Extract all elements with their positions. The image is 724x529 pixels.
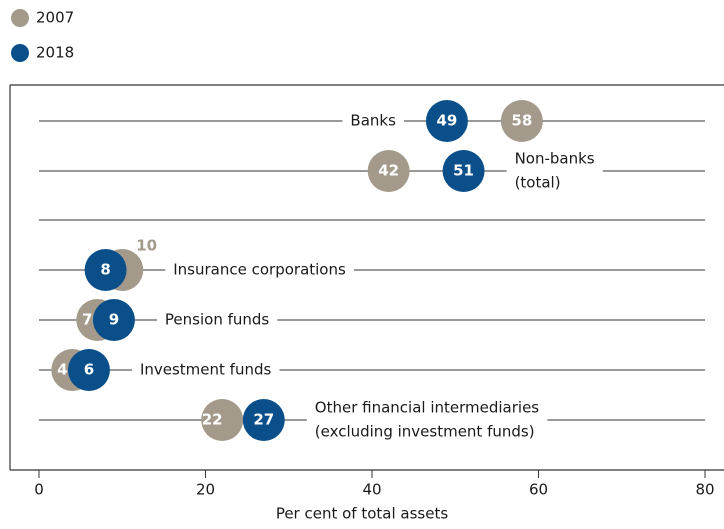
category-label-line: Insurance corporations <box>173 261 346 279</box>
category-label: Other financial intermediaries (excluding… <box>315 399 540 441</box>
value-label: 10 <box>136 237 157 255</box>
x-tick-label: 0 <box>34 481 44 499</box>
value-label: 49 <box>436 112 457 130</box>
category-label-line: Banks <box>350 112 396 130</box>
label-background <box>342 109 405 132</box>
dot <box>242 399 285 441</box>
value-label: 9 <box>109 311 119 329</box>
x-tick-label: 80 <box>695 481 714 499</box>
value-label: 58 <box>511 112 532 130</box>
legend-swatch <box>11 9 29 27</box>
x-tick-label: 60 <box>529 481 548 499</box>
category-label-line: Pension funds <box>165 311 269 329</box>
category-label-line: Investment funds <box>140 361 272 379</box>
value-label: 7 <box>82 311 92 329</box>
label-background <box>131 358 280 381</box>
label-background <box>306 396 548 443</box>
dot <box>92 299 135 341</box>
label-background <box>506 147 603 194</box>
legend-label: 2007 <box>36 9 74 27</box>
dot <box>367 150 410 192</box>
x-axis-title: Per cent of total assets <box>276 505 449 523</box>
label-background <box>165 258 354 281</box>
dot <box>500 100 543 142</box>
category-label: Insurance corporations <box>173 261 346 279</box>
value-label: 27 <box>253 411 274 429</box>
dot <box>67 349 110 391</box>
value-label: 42 <box>378 162 399 180</box>
category-label: Banks <box>350 112 396 130</box>
dot <box>425 100 468 142</box>
legend-label: 2018 <box>36 44 74 62</box>
dot <box>442 150 485 192</box>
category-label-line: (total) <box>515 174 561 192</box>
value-label: 4 <box>57 361 67 379</box>
value-label: 8 <box>100 261 110 279</box>
dot <box>84 249 127 291</box>
category-label: Investment funds <box>140 361 272 379</box>
category-label: Non-banks (total) <box>515 150 595 192</box>
label-background <box>156 308 278 331</box>
category-label-line: (excluding investment funds) <box>315 423 535 441</box>
value-label: 51 <box>453 162 474 180</box>
legend-swatch <box>11 44 29 62</box>
value-label: 6 <box>84 361 94 379</box>
value-label: 22 <box>202 411 223 429</box>
dot <box>201 399 244 441</box>
x-tick-label: 40 <box>362 481 381 499</box>
category-label-line: Other financial intermediaries <box>315 399 540 417</box>
category-label: Pension funds <box>165 311 269 329</box>
x-tick-label: 20 <box>196 481 215 499</box>
category-label-line: Non-banks <box>515 150 595 168</box>
